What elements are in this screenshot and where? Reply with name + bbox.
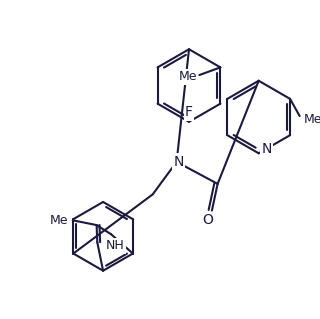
Text: N: N [173,155,184,169]
Text: Me: Me [179,70,197,84]
Text: Me: Me [50,214,68,227]
Text: Me: Me [304,113,320,126]
Text: NH: NH [106,239,124,252]
Text: F: F [185,105,193,119]
Text: O: O [203,213,213,227]
Text: N: N [261,143,271,157]
